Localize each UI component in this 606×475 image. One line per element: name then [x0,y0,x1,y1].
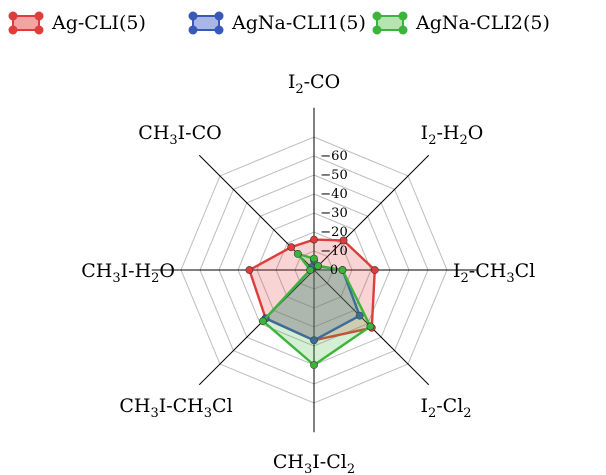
series-areas [245,235,379,369]
legend-marker [8,11,18,21]
axis-line-ch3i-co [198,154,315,271]
legend-marker [398,25,408,35]
axis-label-i2-h2o: I2-H2O [421,122,484,148]
legend-swatch [376,15,404,31]
radial-tick-labels: 0 −10 −20 −30 −40 −50 −60 [320,149,347,278]
legend-marker [34,25,44,35]
legend-marker [188,11,198,21]
tick-label: −10 [320,244,347,259]
data-point-i2-ch3cl [370,266,379,274]
legend-marker [398,11,408,21]
data-point-i2-h2o [339,236,348,245]
legend-marker [8,25,18,35]
tick-label: −50 [320,168,347,183]
tick-label: 0 [330,263,338,278]
legend-swatch [12,15,40,31]
series-agna-cli2-5 [259,249,375,369]
tick-label: −60 [320,149,347,164]
tick-label: −20 [320,225,347,240]
legend-marker [214,11,224,21]
axis-label-i2-ch3cl: I2-CH3Cl [453,260,535,286]
legend-marker [372,25,382,35]
legend-marker [372,11,382,21]
data-point-i2-co [310,235,318,244]
legend-marker [188,25,198,35]
axis-labels: I2-CO I2-H2O I2-CH3Cl I2-Cl2 CH3I-Cl2 CH3I-CH… [81,71,535,475]
axis-label-ch3i-cl2: CH3I-Cl2 [273,451,355,475]
axis-label-i2-cl2: I2-Cl2 [420,395,471,421]
data-point-ch3i-h2o [245,266,254,274]
data-point-ch3i-co [293,249,302,258]
axis-label-ch3i-h2o: CH3I-H2O [81,260,175,286]
legend-item-agna-cli1-5: AgNa-CLI1(5) [188,11,366,35]
legend-marker [214,25,224,35]
data-point-ch3i-cl2 [310,336,318,345]
data-point-i2-h2o [314,262,322,270]
legend-label: Ag-CLI(5) [51,12,146,34]
data-point-i2-cl2 [355,311,364,320]
data-point-i2-ch3cl [338,266,347,274]
legend-item-ag-cli-5: Ag-CLI(5) [8,11,146,35]
data-point-i2-cl2 [366,322,375,331]
legend-swatch [192,15,220,31]
axis-line-i2-h2o [313,154,430,271]
axis-label-ch3i-ch3cl: CH3I-CH3Cl [119,395,232,421]
axis-line-ch3i-ch3cl [198,269,315,386]
data-point-ch3i-co [287,243,296,252]
data-point-ch3i-h2o [306,266,315,274]
legend-marker [34,11,44,21]
tick-label: −30 [320,206,347,221]
data-point-ch3i-ch3cl [259,317,267,325]
tick-label: −40 [320,187,347,202]
data-point-ch3i-cl2 [310,361,318,369]
data-point-i2-co [310,254,318,263]
axis-label-ch3i-co: CH3I-CO [138,122,221,148]
legend-item-agna-cli2-5: AgNa-CLI2(5) [372,11,550,35]
legend-label: AgNa-CLI1(5) [231,12,366,34]
legend-label: AgNa-CLI2(5) [415,12,550,34]
legend: Ag-CLI(5) AgNa-CLI1(5) AgNa-CLI2(5) [8,11,550,35]
axis-label-i2-co: I2-CO [288,71,340,97]
